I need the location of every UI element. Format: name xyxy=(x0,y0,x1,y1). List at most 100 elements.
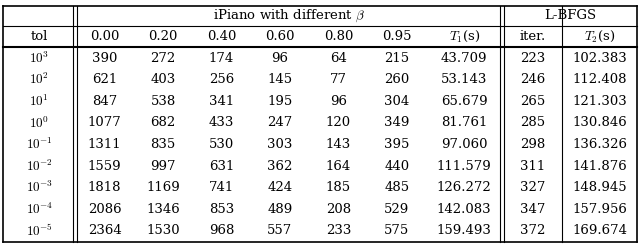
Text: 0.40: 0.40 xyxy=(207,30,236,43)
Text: 272: 272 xyxy=(150,52,175,64)
Text: 208: 208 xyxy=(326,203,351,216)
Text: 1559: 1559 xyxy=(88,160,122,173)
Text: 145: 145 xyxy=(268,73,292,86)
Text: 311: 311 xyxy=(520,160,545,173)
Text: 557: 557 xyxy=(268,224,292,238)
Text: 2364: 2364 xyxy=(88,224,122,238)
Text: $10^{-2}$: $10^{-2}$ xyxy=(26,158,52,174)
Text: 169.674: 169.674 xyxy=(572,224,627,238)
Text: 143: 143 xyxy=(326,138,351,151)
Text: 247: 247 xyxy=(268,116,292,129)
Text: 341: 341 xyxy=(209,95,234,108)
Text: 395: 395 xyxy=(384,138,410,151)
Text: 121.303: 121.303 xyxy=(572,95,627,108)
Text: 298: 298 xyxy=(520,138,545,151)
Text: 141.876: 141.876 xyxy=(572,160,627,173)
Text: 265: 265 xyxy=(520,95,545,108)
Text: $T_1$(s): $T_1$(s) xyxy=(449,29,480,44)
Text: 0.95: 0.95 xyxy=(382,30,412,43)
Text: 185: 185 xyxy=(326,181,351,194)
Text: $10^{2}$: $10^{2}$ xyxy=(29,72,49,87)
Text: 102.383: 102.383 xyxy=(572,52,627,64)
Text: 529: 529 xyxy=(384,203,410,216)
Text: 164: 164 xyxy=(326,160,351,173)
Text: 53.143: 53.143 xyxy=(441,73,488,86)
Text: 362: 362 xyxy=(268,160,292,173)
Text: 260: 260 xyxy=(384,73,410,86)
Text: 0.80: 0.80 xyxy=(324,30,353,43)
Text: 1311: 1311 xyxy=(88,138,122,151)
Text: 256: 256 xyxy=(209,73,234,86)
Text: 111.579: 111.579 xyxy=(437,160,492,173)
Text: tol: tol xyxy=(31,30,48,43)
Text: 741: 741 xyxy=(209,181,234,194)
Text: $10^{-4}$: $10^{-4}$ xyxy=(26,202,53,217)
Text: 65.679: 65.679 xyxy=(441,95,488,108)
Text: 285: 285 xyxy=(520,116,545,129)
Text: 130.846: 130.846 xyxy=(572,116,627,129)
Text: 327: 327 xyxy=(520,181,545,194)
Text: 1077: 1077 xyxy=(88,116,122,129)
Text: 97.060: 97.060 xyxy=(441,138,488,151)
Text: 136.326: 136.326 xyxy=(572,138,627,151)
Text: 223: 223 xyxy=(520,52,545,64)
Text: $10^{-5}$: $10^{-5}$ xyxy=(26,223,52,239)
Text: 246: 246 xyxy=(520,73,545,86)
Text: 174: 174 xyxy=(209,52,234,64)
Text: 349: 349 xyxy=(384,116,410,129)
Text: 77: 77 xyxy=(330,73,347,86)
Text: 142.083: 142.083 xyxy=(437,203,492,216)
Text: 372: 372 xyxy=(520,224,545,238)
Text: 0.00: 0.00 xyxy=(90,30,119,43)
Text: $T_2$(s): $T_2$(s) xyxy=(584,29,615,44)
Text: 835: 835 xyxy=(150,138,175,151)
Text: 304: 304 xyxy=(384,95,410,108)
Text: 530: 530 xyxy=(209,138,234,151)
Text: 403: 403 xyxy=(150,73,175,86)
Text: 126.272: 126.272 xyxy=(437,181,492,194)
Text: $10^{3}$: $10^{3}$ xyxy=(29,50,49,66)
Text: 1818: 1818 xyxy=(88,181,121,194)
Text: 1530: 1530 xyxy=(146,224,180,238)
Text: 440: 440 xyxy=(385,160,410,173)
Text: iter.: iter. xyxy=(519,30,545,43)
Text: 968: 968 xyxy=(209,224,234,238)
Text: 847: 847 xyxy=(92,95,117,108)
Text: 96: 96 xyxy=(271,52,289,64)
Text: 390: 390 xyxy=(92,52,117,64)
Text: 157.956: 157.956 xyxy=(572,203,627,216)
Text: 159.493: 159.493 xyxy=(436,224,492,238)
Text: 347: 347 xyxy=(520,203,545,216)
Text: $10^{0}$: $10^{0}$ xyxy=(29,115,49,131)
Text: $10^{-3}$: $10^{-3}$ xyxy=(26,180,53,195)
Text: 485: 485 xyxy=(385,181,410,194)
Text: $10^{-1}$: $10^{-1}$ xyxy=(26,137,52,152)
Text: 0.20: 0.20 xyxy=(148,30,178,43)
Text: 120: 120 xyxy=(326,116,351,129)
Text: 303: 303 xyxy=(268,138,292,151)
Text: 538: 538 xyxy=(150,95,175,108)
Text: 631: 631 xyxy=(209,160,234,173)
Text: 621: 621 xyxy=(92,73,117,86)
Text: 195: 195 xyxy=(268,95,292,108)
Text: 1346: 1346 xyxy=(146,203,180,216)
Text: 96: 96 xyxy=(330,95,347,108)
Text: iPiano with different $\beta$: iPiano with different $\beta$ xyxy=(212,8,365,24)
Text: 997: 997 xyxy=(150,160,176,173)
Text: 64: 64 xyxy=(330,52,347,64)
Text: 233: 233 xyxy=(326,224,351,238)
Text: $10^{1}$: $10^{1}$ xyxy=(29,94,49,109)
Text: 81.761: 81.761 xyxy=(441,116,488,129)
Text: L-BFGS: L-BFGS xyxy=(545,9,596,22)
Text: 148.945: 148.945 xyxy=(572,181,627,194)
Text: 853: 853 xyxy=(209,203,234,216)
Text: 433: 433 xyxy=(209,116,234,129)
Text: 112.408: 112.408 xyxy=(572,73,627,86)
Text: 43.709: 43.709 xyxy=(441,52,488,64)
Text: 1169: 1169 xyxy=(146,181,180,194)
Text: 575: 575 xyxy=(384,224,410,238)
Text: 424: 424 xyxy=(268,181,292,194)
Text: 2086: 2086 xyxy=(88,203,122,216)
Text: 215: 215 xyxy=(385,52,410,64)
Text: 489: 489 xyxy=(268,203,292,216)
